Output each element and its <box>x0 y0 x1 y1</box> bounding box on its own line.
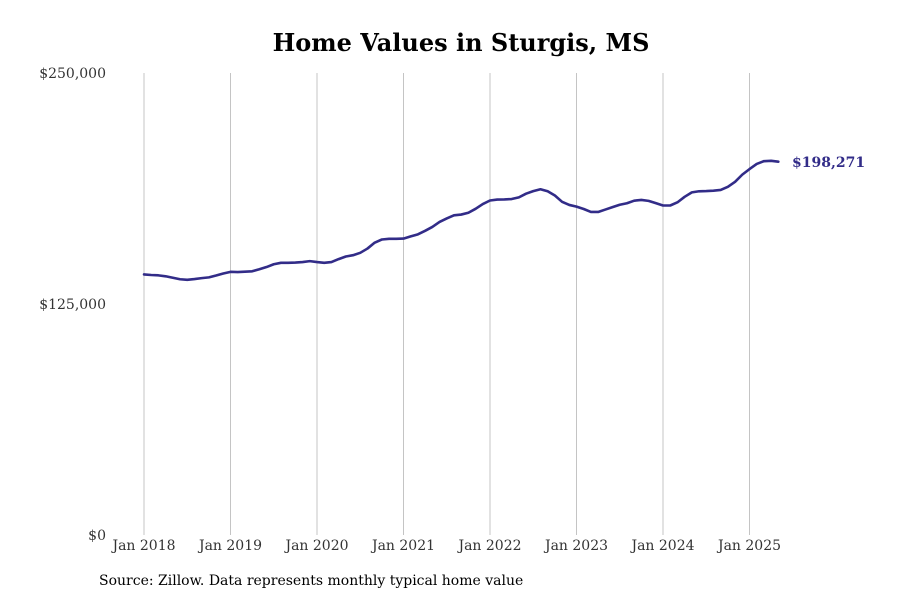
x-tick-label: Jan 2021 <box>370 538 435 554</box>
x-axis-ticks: Jan 2018 Jan 2019 Jan 2020 Jan 2021 Jan 2022… <box>110 538 781 554</box>
x-tick-label: Jan 2022 <box>456 538 521 554</box>
home-value-line <box>142 159 780 282</box>
chart-title: Home Values in Sturgis, MS <box>273 28 650 57</box>
source-note: Source: Zillow. Data represents monthly … <box>99 573 524 589</box>
y-tick-label: $0 <box>88 528 106 544</box>
x-tick-label: Jan 2025 <box>716 538 781 554</box>
x-tick-label: Jan 2024 <box>629 538 694 554</box>
y-axis-ticks: $0 $125,000 $250,000 <box>39 66 106 544</box>
x-tick-label: Jan 2023 <box>543 538 608 554</box>
x-tick-label: Jan 2020 <box>283 538 348 554</box>
y-tick-label: $125,000 <box>39 297 106 313</box>
end-value-label: $198,271 <box>792 155 865 171</box>
vertical-gridlines <box>143 73 750 535</box>
x-tick-label: Jan 2019 <box>197 538 262 554</box>
y-tick-label: $250,000 <box>39 66 106 82</box>
x-tick-label: Jan 2018 <box>110 538 175 554</box>
